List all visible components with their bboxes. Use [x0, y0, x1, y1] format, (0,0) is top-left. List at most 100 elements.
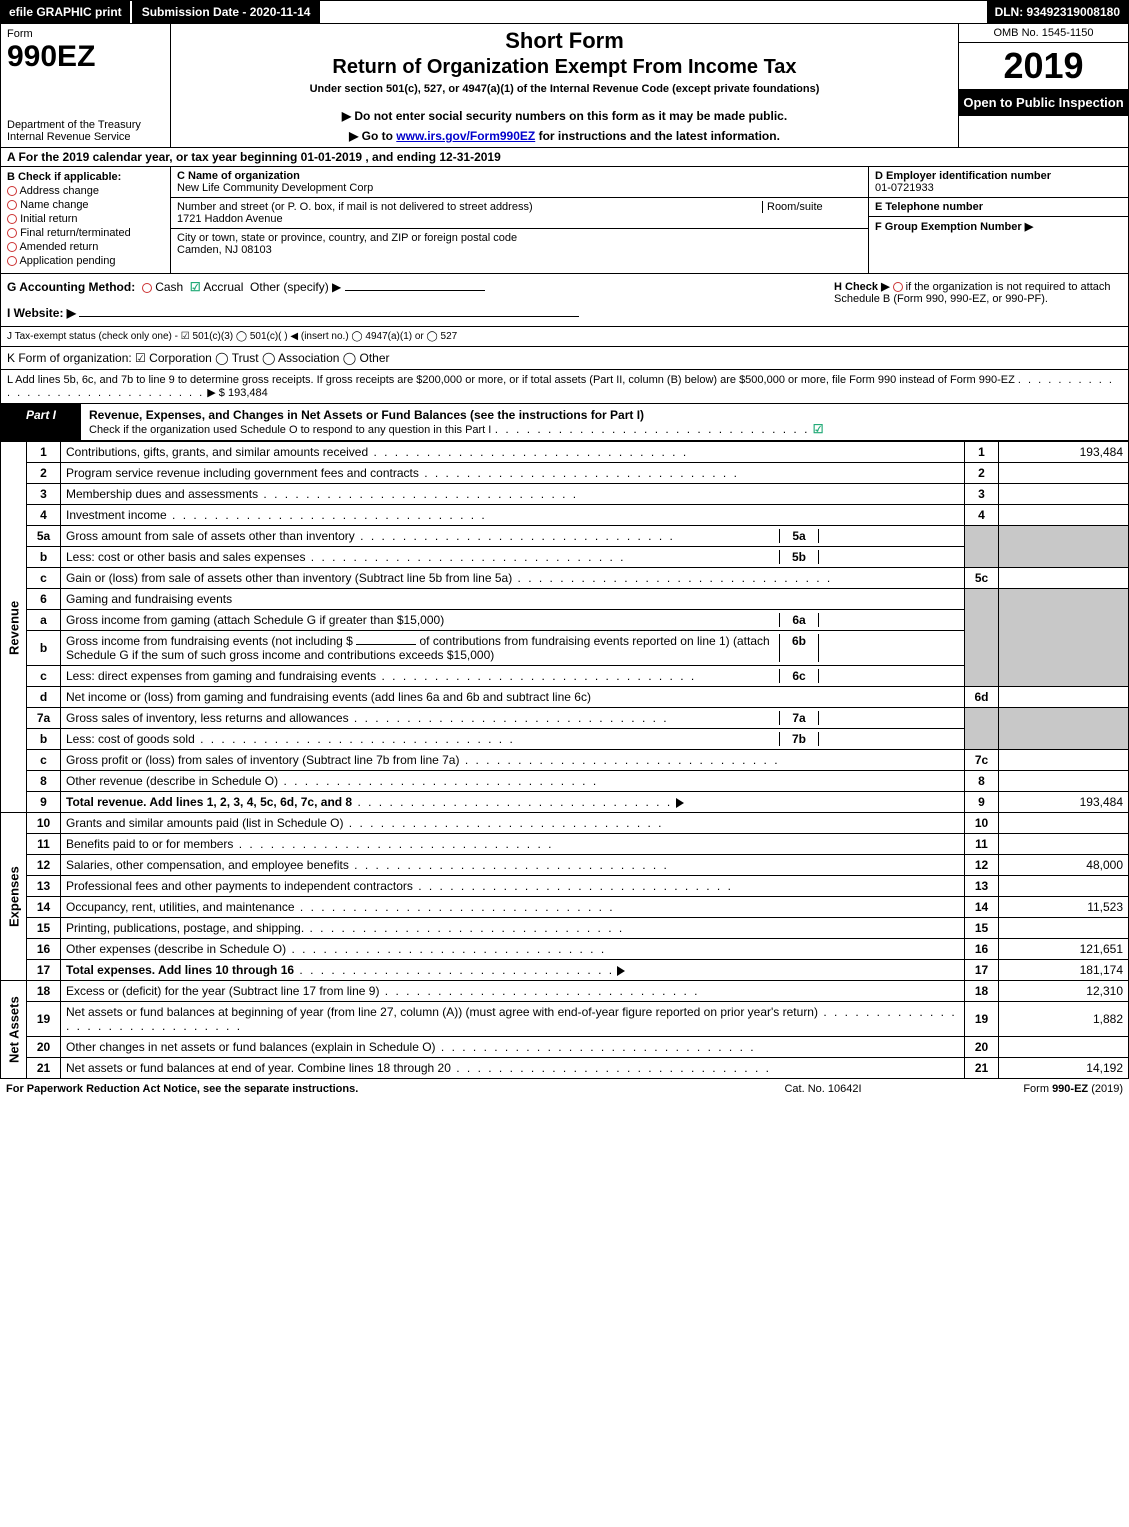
line-4: 4Investment income 4: [1, 505, 1129, 526]
addr-label: Number and street (or P. O. box, if mail…: [177, 201, 533, 213]
org-name: New Life Community Development Corp: [177, 182, 862, 194]
line-6b: b Gross income from fundraising events (…: [1, 631, 1129, 666]
form-number: 990EZ: [7, 40, 164, 74]
header-center: Short Form Return of Organization Exempt…: [171, 24, 958, 147]
part1-check[interactable]: ☑: [813, 422, 824, 436]
line-2: 2Program service revenue including gover…: [1, 463, 1129, 484]
goto-post: for instructions and the latest informat…: [535, 129, 780, 143]
telephone-cell: E Telephone number: [869, 198, 1128, 217]
e-label: E Telephone number: [875, 201, 1122, 213]
check-amended-return[interactable]: Amended return: [7, 241, 164, 253]
goto-text: ▶ Go to www.irs.gov/Form990EZ for instru…: [179, 129, 950, 143]
cat-no: Cat. No. 10642I: [723, 1083, 923, 1095]
line-18: Net Assets 18Excess or (deficit) for the…: [1, 981, 1129, 1002]
check-name-change[interactable]: Name change: [7, 199, 164, 211]
col-b-header: B Check if applicable:: [7, 171, 164, 183]
line-12: 12Salaries, other compensation, and empl…: [1, 855, 1129, 876]
line-5a: 5a Gross amount from sale of assets othe…: [1, 526, 1129, 547]
form-title: Return of Organization Exempt From Incom…: [179, 56, 950, 79]
line-16: 16Other expenses (describe in Schedule O…: [1, 939, 1129, 960]
line-6: 6Gaming and fundraising events: [1, 589, 1129, 610]
line-19: 19Net assets or fund balances at beginni…: [1, 1002, 1129, 1037]
city-value: Camden, NJ 08103: [177, 244, 862, 256]
row-l-value: $ 193,484: [219, 387, 268, 399]
line-3: 3Membership dues and assessments 3: [1, 484, 1129, 505]
g-label: G Accounting Method:: [7, 280, 135, 294]
row-l-text: L Add lines 5b, 6c, and 7b to line 9 to …: [7, 374, 1015, 386]
department-label: Department of the Treasury Internal Reve…: [7, 119, 164, 143]
line-17: 17Total expenses. Add lines 10 through 1…: [1, 960, 1129, 981]
i-label: I Website: ▶: [7, 306, 76, 320]
ein-cell: D Employer identification number 01-0721…: [869, 167, 1128, 198]
line-6d: dNet income or (loss) from gaming and fu…: [1, 687, 1129, 708]
under-section-text: Under section 501(c), 527, or 4947(a)(1)…: [179, 83, 950, 95]
short-form-title: Short Form: [179, 28, 950, 54]
tax-year: 2019: [959, 43, 1128, 89]
line-1-val: 193,484: [999, 442, 1129, 463]
line-1-num: 1: [27, 442, 61, 463]
c-label: C Name of organization: [177, 170, 862, 182]
line-6a: a Gross income from gaming (attach Sched…: [1, 610, 1129, 631]
line-6c: c Less: direct expenses from gaming and …: [1, 666, 1129, 687]
page-footer: For Paperwork Reduction Act Notice, see …: [0, 1079, 1129, 1099]
ssn-warning: ▶ Do not enter social security numbers o…: [179, 109, 950, 123]
check-application-pending[interactable]: Application pending: [7, 255, 164, 267]
row-a-tax-year: A For the 2019 calendar year, or tax yea…: [0, 148, 1129, 167]
part1-title: Revenue, Expenses, and Changes in Net As…: [81, 404, 1128, 440]
group-exemption-cell: F Group Exemption Number ▶: [869, 217, 1128, 273]
check-accrual[interactable]: ☑: [190, 280, 201, 294]
address-cell: Number and street (or P. O. box, if mail…: [171, 198, 868, 229]
line-5b: b Less: cost or other basis and sales ex…: [1, 547, 1129, 568]
form-ref: Form 990-EZ (2019): [923, 1083, 1123, 1095]
form-header: Form 990EZ Department of the Treasury In…: [0, 24, 1129, 148]
row-k: K Form of organization: ☑ Corporation ◯ …: [0, 347, 1129, 370]
top-bar: efile GRAPHIC print Submission Date - 20…: [0, 0, 1129, 24]
city-cell: City or town, state or province, country…: [171, 229, 868, 259]
check-initial-return[interactable]: Initial return: [7, 213, 164, 225]
line-10: Expenses 10Grants and similar amounts pa…: [1, 813, 1129, 834]
ein-value: 01-0721933: [875, 182, 1122, 194]
paperwork-notice: For Paperwork Reduction Act Notice, see …: [6, 1083, 723, 1095]
line-8: 8Other revenue (describe in Schedule O) …: [1, 771, 1129, 792]
check-final-return[interactable]: Final return/terminated: [7, 227, 164, 239]
goto-pre: ▶ Go to: [349, 129, 396, 143]
col-b-checks: B Check if applicable: Address change Na…: [1, 167, 171, 273]
line-1-rn: 1: [965, 442, 999, 463]
omb-number: OMB No. 1545-1150: [959, 24, 1128, 43]
row-g: G Accounting Method: Cash ☑ Accrual Othe…: [1, 274, 828, 326]
part1-sub: Check if the organization used Schedule …: [89, 424, 491, 436]
address-value: 1721 Haddon Avenue: [177, 213, 862, 225]
line-1: Revenue 1 Contributions, gifts, grants, …: [1, 442, 1129, 463]
row-j: J Tax-exempt status (check only one) - ☑…: [0, 327, 1129, 347]
part1-header: Part I Revenue, Expenses, and Changes in…: [0, 404, 1129, 441]
d-label: D Employer identification number: [875, 170, 1122, 182]
irs-link[interactable]: www.irs.gov/Form990EZ: [396, 129, 535, 143]
line-13: 13Professional fees and other payments t…: [1, 876, 1129, 897]
check-h[interactable]: [893, 282, 903, 292]
line-21: 21Net assets or fund balances at end of …: [1, 1058, 1129, 1079]
check-cash[interactable]: [142, 283, 152, 293]
line-15: 15Printing, publications, postage, and s…: [1, 918, 1129, 939]
dln-label: DLN: 93492319008180: [987, 1, 1128, 23]
row-l: L Add lines 5b, 6c, and 7b to line 9 to …: [0, 370, 1129, 404]
check-address-change[interactable]: Address change: [7, 185, 164, 197]
f-label: F Group Exemption Number ▶: [875, 220, 1122, 233]
row-l-arrow: ▶: [207, 387, 215, 399]
submission-date-button[interactable]: Submission Date - 2020-11-14: [132, 1, 321, 23]
line-5c: cGain or (loss) from sale of assets othe…: [1, 568, 1129, 589]
line-9: 9Total revenue. Add lines 1, 2, 3, 4, 5c…: [1, 792, 1129, 813]
col-def: D Employer identification number 01-0721…: [868, 167, 1128, 273]
col-c: C Name of organization New Life Communit…: [171, 167, 868, 273]
line-7c: cGross profit or (loss) from sales of in…: [1, 750, 1129, 771]
part1-table: Revenue 1 Contributions, gifts, grants, …: [0, 441, 1129, 1079]
form-label: Form: [7, 28, 164, 40]
header-right: OMB No. 1545-1150 2019 Open to Public In…: [958, 24, 1128, 147]
city-label: City or town, state or province, country…: [177, 232, 862, 244]
line-20: 20Other changes in net assets or fund ba…: [1, 1037, 1129, 1058]
h-label: H Check ▶: [834, 281, 890, 293]
block-bcdef: B Check if applicable: Address change Na…: [0, 167, 1129, 274]
org-name-cell: C Name of organization New Life Communit…: [171, 167, 868, 198]
header-left: Form 990EZ Department of the Treasury In…: [1, 24, 171, 147]
netassets-section-label: Net Assets: [1, 981, 27, 1079]
efile-print-button[interactable]: efile GRAPHIC print: [1, 1, 132, 23]
